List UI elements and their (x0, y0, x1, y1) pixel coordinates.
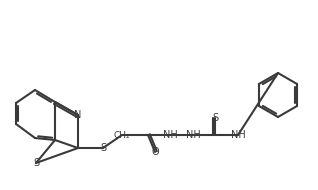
Text: NH: NH (231, 130, 245, 140)
Text: N: N (74, 110, 82, 120)
Text: S: S (100, 143, 106, 153)
Text: S: S (33, 158, 39, 168)
Text: S: S (212, 113, 218, 123)
Text: NH: NH (162, 130, 177, 140)
Text: NH: NH (186, 130, 200, 140)
Text: CH₂: CH₂ (114, 131, 130, 139)
Text: O: O (151, 147, 159, 157)
